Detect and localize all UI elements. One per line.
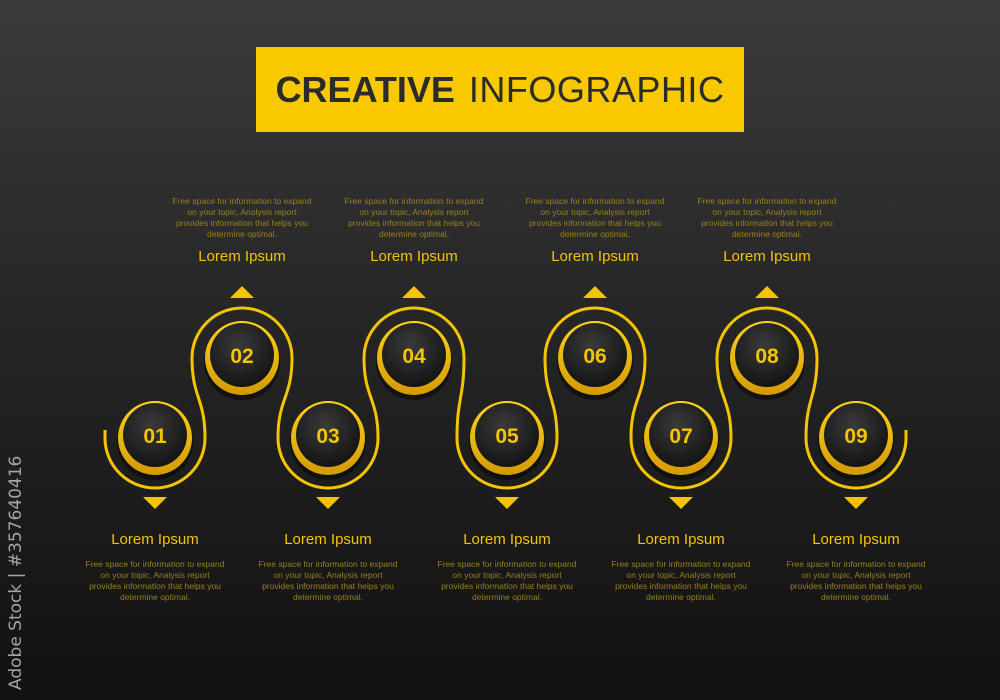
arrow-down-icon <box>844 497 868 509</box>
step-label: Lorem Ipsum <box>111 531 199 548</box>
step-description: Free space for information to expand on … <box>258 559 398 602</box>
step-number: 07 <box>669 425 692 448</box>
node-ball <box>123 403 187 467</box>
wave-line <box>103 306 908 490</box>
step-number: 01 <box>143 425 167 448</box>
step-number: 09 <box>844 425 867 448</box>
node-ball <box>649 403 713 467</box>
step-label: Lorem Ipsum <box>637 531 725 548</box>
step-number: 06 <box>583 345 606 368</box>
arrow-up-icon <box>583 286 607 298</box>
node-ball <box>563 323 627 387</box>
step-description: Free space for information to expand on … <box>611 559 751 602</box>
step-label: Lorem Ipsum <box>723 248 811 265</box>
node-ball <box>296 403 360 467</box>
step-label: Lorem Ipsum <box>812 531 900 548</box>
step-label: Lorem Ipsum <box>370 248 458 265</box>
arrow-down-icon <box>495 497 519 509</box>
step-description: Free space for information to expand on … <box>697 196 837 239</box>
step-number: 02 <box>230 345 253 368</box>
node-ball <box>210 323 274 387</box>
node-ball <box>735 323 799 387</box>
step-label: Lorem Ipsum <box>463 531 551 548</box>
step-description: Free space for information to expand on … <box>437 559 577 602</box>
arrow-down-icon <box>669 497 693 509</box>
step-description: Free space for information to expand on … <box>344 196 484 239</box>
title-banner: CREATIVE INFOGRAPHIC <box>256 47 744 132</box>
step-number: 03 <box>316 425 339 448</box>
arrow-up-icon <box>755 286 779 298</box>
step-number: 08 <box>755 345 779 368</box>
step-description: Free space for information to expand on … <box>85 559 225 602</box>
step-description: Free space for information to expand on … <box>172 196 312 239</box>
step-label: Lorem Ipsum <box>198 248 286 265</box>
node-ball <box>824 403 888 467</box>
step-description: Free space for information to expand on … <box>525 196 665 239</box>
step-description: Free space for information to expand on … <box>786 559 926 602</box>
step-label: Lorem Ipsum <box>284 531 372 548</box>
step-label: Lorem Ipsum <box>551 248 639 265</box>
arrow-up-icon <box>402 286 426 298</box>
arrow-up-icon <box>230 286 254 298</box>
step-number: 05 <box>495 425 519 448</box>
node-ball <box>475 403 539 467</box>
arrow-down-icon <box>143 497 167 509</box>
title-light: INFOGRAPHIC <box>468 68 725 110</box>
step-number: 04 <box>402 345 426 368</box>
arrow-down-icon <box>316 497 340 509</box>
node-ball <box>382 323 446 387</box>
watermark: Adobe Stock | #357640416 <box>6 455 26 690</box>
title-bold: CREATIVE <box>275 68 455 110</box>
